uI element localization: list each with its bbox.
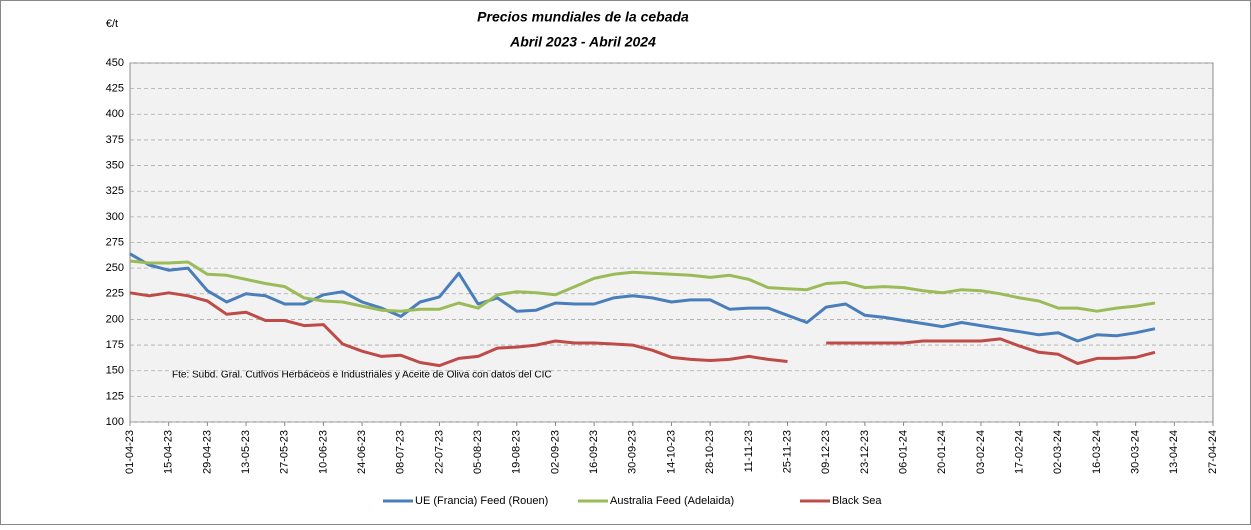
x-tick-label: 09-12-23 [820,430,832,474]
legend-label: Black Sea [832,495,882,507]
x-tick-label: 06-01-24 [897,430,909,474]
x-tick-label: 05-08-23 [472,430,484,474]
x-tick-label: 08-07-23 [395,430,407,474]
legend-label: UE (Francia) Feed (Rouen) [415,495,548,507]
x-tick-label: 14-10-23 [665,430,677,474]
x-tick-label: 27-04-24 [1207,430,1219,474]
y-tick-label: 300 [106,211,124,223]
x-tick-label: 15-04-23 [163,430,175,474]
y-tick-label: 175 [106,339,124,351]
x-tick-label: 25-11-23 [781,430,793,473]
legend-label: Australia Feed (Adelaida) [610,495,734,507]
x-tick-label: 16-09-23 [588,430,600,474]
x-tick-label: 28-10-23 [704,430,716,474]
chart-subtitle: Abril 2023 - Abril 2024 [509,34,656,50]
x-tick-label: 29-04-23 [201,430,213,474]
x-tick-label: 16-03-24 [1091,430,1103,474]
x-tick-label: 03-02-24 [975,430,987,474]
y-tick-label: 100 [106,416,124,428]
x-tick-label: 20-01-24 [936,430,948,474]
x-tick-label: 17-02-24 [1014,430,1026,474]
y-tick-label: 200 [106,313,124,325]
x-tick-label: 13-04-24 [1168,430,1180,474]
x-tick-label: 24-06-23 [356,430,368,474]
x-tick-label: 27-05-23 [279,430,291,474]
series-line [129,291,1156,368]
x-tick-label: 19-08-23 [511,430,523,474]
x-tick-label: 30-09-23 [627,430,639,474]
y-tick-label: 150 [106,365,124,377]
y-tick-label: 375 [106,134,124,146]
x-tick-label: 11-11-23 [743,430,755,472]
y-tick-label: 125 [106,390,124,402]
annotation: Fte: Subd. Gral. Cutlvos Herbáceos e Ind… [172,370,552,381]
series-line [129,259,1156,313]
x-tick-label: 10-06-23 [317,430,329,474]
x-tick-label: 13-05-23 [240,430,252,474]
y-tick-label: 350 [106,159,124,171]
y-tick-label: 250 [106,262,124,274]
y-tick-label: 275 [106,236,124,248]
x-tick-label: 02-03-24 [1052,430,1064,474]
y-tick-label: 325 [106,185,124,197]
y-tick-label: 425 [106,83,124,95]
x-tick-label: 01-04-23 [124,430,136,474]
chart-title: Precios mundiales de la cebada [477,9,689,25]
series-line [129,252,1156,343]
x-tick-label: 02-09-23 [549,430,561,474]
y-tick-label: 225 [106,288,124,300]
x-tick-label: 22-07-23 [433,430,445,474]
y-tick-label: 450 [106,57,124,69]
y-axis-label: €/t [106,18,118,30]
x-tick-label: 30-03-24 [1130,430,1142,474]
y-tick-label: 400 [106,108,124,120]
x-tick-label: 23-12-23 [859,430,871,474]
